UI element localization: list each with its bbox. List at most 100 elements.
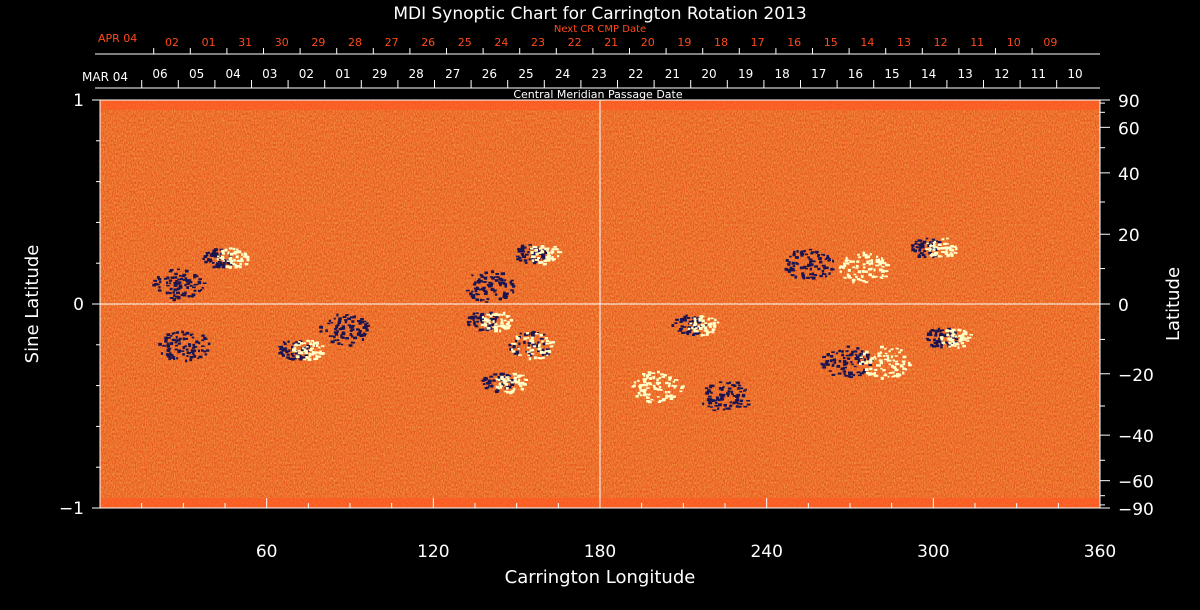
region-speck [920,246,925,249]
cmp-date-label: 01 [335,67,350,81]
region-speck [494,318,497,322]
region-speck [336,339,340,342]
region-speck [635,395,639,398]
region-speck [499,279,502,281]
region-speck [526,346,531,349]
region-speck [527,344,531,347]
region-speck [185,331,190,335]
region-speck [188,351,191,355]
region-speck [175,331,180,334]
region-speck [535,258,539,260]
region-speck [520,374,525,377]
x-tick-label: 360 [1084,542,1116,562]
region-speck [498,277,502,280]
region-speck [868,361,872,364]
region-speck [941,341,946,344]
region-speck [896,374,900,377]
region-speck [868,373,872,376]
region-speck [851,260,855,263]
region-speck [707,317,710,321]
region-speck [544,251,548,255]
region-speck [551,256,554,258]
region-speck [948,332,952,335]
region-speck [366,324,370,327]
region-speck [476,293,480,296]
region-speck [945,242,949,245]
cmp-date-label: 17 [811,67,826,81]
region-speck [809,267,813,271]
region-speck [870,262,874,265]
region-speck [514,381,519,384]
region-speck [166,284,170,287]
region-speck [796,249,799,253]
region-speck [864,281,869,284]
region-speck [193,274,197,277]
region-speck [643,392,647,396]
next-cmp-date-label: 30 [275,36,289,49]
region-speck [857,358,861,362]
region-speck [944,341,948,344]
region-speck [184,277,188,280]
region-speck [866,260,870,264]
region-speck [678,328,683,330]
region-speck [740,403,743,405]
region-speck [737,386,740,390]
region-speck [937,241,942,244]
region-speck [538,252,541,254]
region-speck [870,357,875,360]
axes: 60 120 180 240 300 360 1 0 −1 90 60 40 20 0 −20 −40 −60 −… [59,91,1154,562]
region-speck [914,243,918,245]
region-speck [865,372,870,375]
y-right-tick-label: −60 [1118,473,1154,493]
region-speck [166,281,169,285]
region-speck [307,358,312,362]
y-right-tick-label: 40 [1118,165,1140,185]
region-speck [244,256,249,258]
region-speck [485,318,489,321]
region-speck [492,318,496,320]
region-speck [297,349,301,352]
region-speck [713,326,716,329]
region-speck [828,272,831,275]
next-cmp-month-label: APR 04 [98,32,137,45]
region-speck [204,260,208,263]
region-speck [884,261,887,265]
region-speck [940,341,943,345]
region-speck [479,315,484,318]
region-speck [304,352,308,355]
region-speck [197,289,201,293]
region-speck [960,339,964,342]
region-speck [665,382,669,384]
region-speck [175,295,179,298]
region-speck [360,333,363,337]
region-speck [210,252,215,255]
region-speck [810,252,814,255]
region-speck [811,272,815,276]
region-speck [809,259,813,262]
region-speck [169,296,174,299]
region-speck [838,267,842,269]
region-speck [807,263,812,267]
region-speck [493,373,498,376]
region-speck [692,326,696,330]
region-speck [349,325,353,329]
region-speck [546,354,549,357]
region-speck [864,368,869,372]
region-speck [156,283,160,286]
region-speck [727,387,732,390]
region-speck [496,388,500,392]
region-speck [703,329,707,332]
region-speck [495,316,499,319]
region-speck [671,324,675,328]
region-speck [901,360,906,363]
next-cmp-date-label: 29 [311,36,325,49]
region-speck [639,389,643,392]
region-speck [229,252,234,256]
region-speck [524,333,528,336]
region-speck [932,246,936,248]
region-speck [158,342,162,346]
region-speck [538,357,543,360]
region-speck [957,346,960,349]
region-speck [286,353,290,356]
region-speck [680,386,684,389]
